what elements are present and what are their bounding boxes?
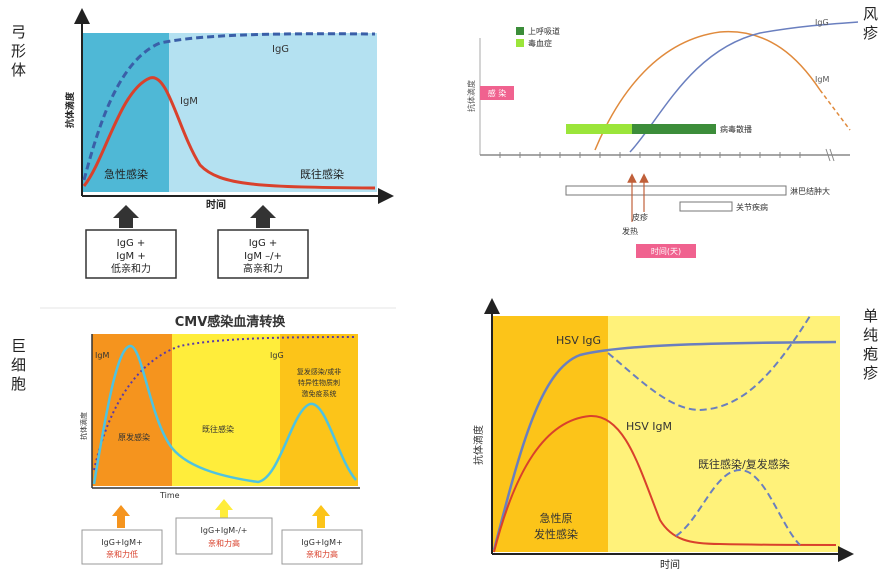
cmv-box-2 <box>175 517 273 555</box>
toxo-x-label: 时间 <box>206 198 226 211</box>
toxo-box2-line2: IgM –/+ <box>244 251 282 262</box>
cmv-box3-line2: 亲和力高 <box>306 549 338 559</box>
cmv-title: CMV感染血清转换 <box>175 314 287 330</box>
cmv-box2-line2: 亲和力高 <box>208 538 240 548</box>
rubella-joint-bar <box>679 201 733 212</box>
toxo-igm-curve <box>82 76 376 190</box>
rubella-shedding-light <box>566 124 632 134</box>
cmv-primary-region <box>92 334 172 486</box>
rubella-igm-label: IgM <box>815 75 829 84</box>
cmv-box-1 <box>81 529 163 565</box>
cmv-box-3 <box>281 529 363 565</box>
rubella-legend-viremia-text: 毒血症 <box>528 38 552 48</box>
rubella-fever-text: 发热 <box>622 226 638 236</box>
cmv-y-label: 抗体滴度 <box>79 412 88 440</box>
toxo-past-label: 既往感染 <box>300 167 344 181</box>
rubella-legend-upper-text: 上呼吸道 <box>528 26 560 36</box>
hsv-igm-label: HSV IgM <box>626 420 672 433</box>
rubella-ticks <box>499 148 835 162</box>
toxo-box1-line2: IgM + <box>116 251 145 262</box>
cmv-box1-line2: 亲和力低 <box>106 549 138 559</box>
rubella-infection-tag <box>480 86 514 100</box>
cmv-igg-curve <box>93 336 356 471</box>
toxo-arrow-1 <box>113 205 139 228</box>
rubella-shedding-dark <box>632 124 716 134</box>
hsv-panel: 抗体滴度 时间 HSV IgG HSV IgM 急性原 发性感染 既往感染/复发… <box>472 298 854 571</box>
cmv-primary-label: 原发感染 <box>118 432 150 442</box>
toxo-y-label: 抗体滴度 <box>64 91 76 128</box>
toxo-box-1 <box>85 229 177 279</box>
rubella-igg-curve <box>629 21 859 153</box>
toxo-igm-label: IgM <box>180 96 198 107</box>
hsv-acute-line2: 发性感染 <box>534 527 578 541</box>
toxo-box-2 <box>217 229 309 279</box>
rubella-igg-label: IgG <box>815 18 829 27</box>
toxo-igg-curve <box>82 32 376 181</box>
rubella-infection-text: 感 染 <box>488 88 507 98</box>
cmv-igm-curve <box>92 344 357 485</box>
toxo-igg-label: IgG <box>272 44 289 55</box>
toxo-box2-line1: IgG + <box>249 238 278 249</box>
toxo-box1-line1: IgG + <box>117 238 146 249</box>
cmv-arrow-3 <box>312 505 330 528</box>
hsv-igm-recur-dash <box>675 468 801 546</box>
cmv-time-label: Time <box>159 491 180 500</box>
hsv-past-region <box>608 316 840 552</box>
cmv-past-label: 既往感染 <box>202 424 234 434</box>
cmv-box2-line1: IgG+IgM-/+ <box>201 526 248 535</box>
hsv-igm-curve <box>493 414 837 553</box>
hsv-acute-line1: 急性原 <box>540 511 573 525</box>
hsv-igg-label: HSV IgG <box>556 334 601 347</box>
toxo-box1-line3: 低亲和力 <box>111 262 151 275</box>
hsv-y-label: 抗体滴度 <box>472 425 485 465</box>
toxo-past-region <box>169 33 377 192</box>
toxo-arrow-2 <box>250 205 276 228</box>
label-toxo: 弓形体 <box>9 24 27 81</box>
cmv-recur-line2: 特异性物质刺 <box>298 378 340 387</box>
cmv-panel: CMV感染血清转换 抗体滴度 IgM IgG 原发感染 既往感染 复发感染/或非… <box>40 307 396 565</box>
rubella-lymph-bar <box>565 185 787 196</box>
rubella-y-label: 抗体滴度 <box>466 80 476 112</box>
cmv-box3-line1: IgG+IgM+ <box>301 538 342 547</box>
rubella-igm-curve <box>594 30 821 151</box>
rubella-panel: 上呼吸道 毒血症 抗体滴度 感 染 IgG IgM 病毒散播 淋巴结肿大 <box>466 18 859 258</box>
cmv-igm-label: IgM <box>95 351 109 360</box>
cmv-box1-line1: IgG+IgM+ <box>101 538 142 547</box>
rubella-time-tag <box>636 244 696 258</box>
cmv-past-region <box>172 334 280 486</box>
rubella-lymph-text: 淋巴结肿大 <box>790 186 830 196</box>
rubella-rash-text: 皮疹 <box>632 212 648 222</box>
rubella-legend-upper <box>516 27 524 35</box>
label-rubella: 风疹 <box>861 6 879 44</box>
rubella-legend-viremia <box>516 39 524 47</box>
cmv-igg-label: IgG <box>270 351 284 360</box>
toxo-panel: 抗体滴度 时间 IgG IgM 急性感染 既往感染 IgG + IgM + 低亲… <box>64 8 394 279</box>
hsv-past-label: 既往感染/复发感染 <box>698 457 790 471</box>
toxo-acute-label: 急性感染 <box>104 167 148 181</box>
rubella-time-text: 时间(天) <box>651 246 681 256</box>
cmv-recur-line3: 激免疫系统 <box>302 389 337 398</box>
hsv-x-label: 时间 <box>660 558 680 571</box>
hsv-igg-dash <box>607 315 811 412</box>
cmv-recur-line1: 复发感染/或非 <box>297 367 341 376</box>
label-cmv: 巨细胞 <box>9 338 27 395</box>
cmv-arrow-2 <box>215 499 233 522</box>
rubella-igm-dash <box>819 89 851 131</box>
rubella-shedding-text: 病毒散播 <box>720 124 752 134</box>
cmv-arrow-1 <box>112 505 130 528</box>
label-hsv: 单纯疱疹 <box>861 308 879 384</box>
hsv-igg-curve <box>492 340 837 551</box>
rubella-joint-text: 关节疾病 <box>736 202 768 212</box>
toxo-box2-line3: 高亲和力 <box>243 262 283 275</box>
